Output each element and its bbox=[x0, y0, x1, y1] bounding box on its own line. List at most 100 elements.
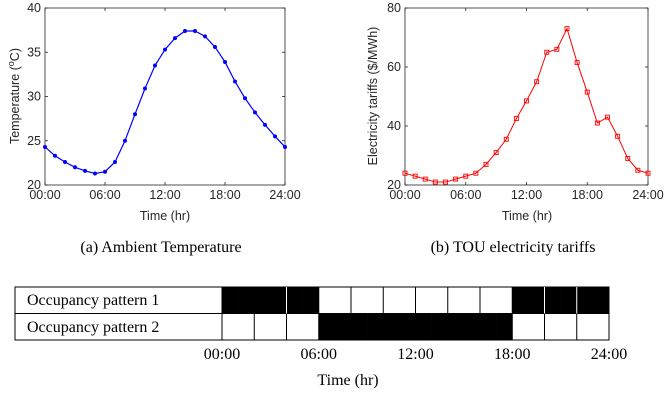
b-data-point bbox=[432, 179, 438, 185]
b-ytick-label: 20 bbox=[387, 178, 401, 192]
occupancy-xtick-label: 24:00 bbox=[591, 346, 627, 363]
a-data-point bbox=[253, 110, 257, 115]
a-xtick-label: 06:00 bbox=[89, 188, 120, 202]
occupancy-cell-occupied bbox=[463, 313, 481, 340]
occupancy-cell-occupied bbox=[286, 287, 303, 314]
a-data-point bbox=[213, 44, 217, 49]
b-xtick-label: 12:00 bbox=[511, 188, 542, 202]
occupancy-cell-occupied bbox=[222, 287, 239, 314]
temperature-caption: (a) Ambient Temperature bbox=[80, 239, 241, 256]
occupancy-cell-occupied bbox=[431, 313, 449, 340]
a-data-point bbox=[183, 29, 187, 34]
b-data-point bbox=[635, 167, 641, 173]
a-data-point bbox=[103, 169, 107, 174]
occupancy-row-label-1: Occupancy pattern 1 bbox=[27, 292, 159, 309]
a-data-point bbox=[123, 138, 127, 143]
occupancy-cell-occupied bbox=[592, 287, 610, 314]
b-ytick-label: 40 bbox=[387, 119, 401, 133]
occupancy-xtick-label: 18:00 bbox=[494, 346, 530, 363]
occupancy-cell-occupied bbox=[270, 287, 287, 314]
occupancy-cell-occupied bbox=[238, 287, 255, 314]
b-xtick-label: 00:00 bbox=[389, 188, 420, 202]
b-data-point bbox=[584, 89, 590, 95]
a-ytick-label: 30 bbox=[27, 90, 41, 104]
a-data-point bbox=[53, 153, 57, 158]
occupancy-cell-occupied bbox=[399, 313, 416, 340]
a-data-point bbox=[193, 29, 197, 34]
tariff-x-axis-label: Time (hr) bbox=[502, 209, 552, 223]
b-data-point bbox=[493, 150, 499, 156]
occupancy-xtick-label: 06:00 bbox=[301, 346, 337, 363]
tariff-caption: (b) TOU electricity tariffs bbox=[431, 239, 596, 256]
a-ytick-label: 40 bbox=[27, 1, 41, 15]
a-data-point bbox=[263, 122, 267, 127]
a-data-point bbox=[233, 79, 237, 84]
occupancy-cell-occupied bbox=[480, 313, 497, 340]
b-data-point bbox=[605, 114, 610, 120]
b-data-point bbox=[402, 170, 408, 176]
b-data-point bbox=[483, 161, 489, 167]
temperature-unit-superscript: o bbox=[6, 61, 16, 66]
tariff-y-ticks: 20 40 60 80 bbox=[387, 1, 648, 192]
occupancy-xtick-label: 00:00 bbox=[204, 346, 240, 363]
occupancy-cell-occupied bbox=[318, 313, 336, 340]
occupancy-row-label-2: Occupancy pattern 2 bbox=[27, 319, 159, 336]
a-data-point bbox=[153, 63, 157, 68]
a-data-point bbox=[163, 47, 167, 52]
tariff-markers bbox=[402, 26, 651, 185]
a-data-point bbox=[93, 171, 97, 176]
temperature-markers bbox=[43, 29, 287, 176]
a-data-point bbox=[113, 159, 117, 164]
tariff-series-line bbox=[404, 27, 649, 183]
tariff-chart: 20 40 60 80 00:00 06:00 12:00 18:00 24:00 Time … bbox=[366, 1, 664, 256]
b-data-point bbox=[412, 173, 418, 179]
occupancy-cell-occupied bbox=[544, 287, 561, 314]
occupancy-cell-occupied bbox=[302, 287, 320, 314]
tariff-y-axis-label: Electricity tariffs ($/MWh) bbox=[366, 27, 380, 166]
b-data-point bbox=[513, 116, 519, 122]
occupancy-cell-occupied bbox=[496, 313, 513, 340]
a-data-point bbox=[143, 86, 147, 91]
occupancy-cell-occupied bbox=[528, 287, 545, 314]
temperature-chart: 20 25 30 35 40 00:00 06:00 12:00 18:00 24:00 Tim… bbox=[6, 1, 301, 256]
b-data-point bbox=[574, 60, 580, 66]
b-data-point bbox=[443, 179, 448, 185]
tariff-plot-area bbox=[404, 7, 649, 186]
occupancy-cell-occupied bbox=[447, 313, 465, 340]
a-xtick-label: 18:00 bbox=[209, 188, 240, 202]
occupancy-cell-occupied bbox=[367, 313, 384, 340]
a-ytick-label: 25 bbox=[27, 134, 41, 148]
temperature-y-axis-label: Temperature (oC) bbox=[6, 48, 22, 144]
b-data-point bbox=[463, 173, 469, 179]
occupancy-chart: Occupancy pattern 1 Occupancy pattern 2 … bbox=[14, 286, 627, 389]
a-data-point bbox=[83, 168, 87, 173]
temperature-x-axis-label: Time (hr) bbox=[140, 209, 190, 223]
occupancy-cell-occupied bbox=[415, 313, 432, 340]
b-xtick-label: 06:00 bbox=[450, 188, 481, 202]
a-xtick-label: 12:00 bbox=[149, 188, 180, 202]
a-xtick-label: 00:00 bbox=[29, 188, 60, 202]
a-data-point bbox=[173, 36, 177, 41]
b-data-point bbox=[534, 79, 540, 85]
occupancy-xtick-label: 12:00 bbox=[397, 346, 433, 363]
b-data-point bbox=[615, 133, 621, 139]
a-data-point bbox=[133, 112, 137, 117]
occupancy-cell-occupied bbox=[334, 313, 352, 340]
b-data-point bbox=[564, 26, 570, 32]
a-data-point bbox=[63, 159, 67, 164]
a-xtick-label: 24:00 bbox=[269, 188, 300, 202]
a-data-point bbox=[203, 34, 207, 39]
b-ytick-label: 60 bbox=[387, 60, 401, 74]
occupancy-cell-occupied bbox=[383, 313, 400, 340]
occupancy-cell-occupied bbox=[512, 287, 529, 314]
temperature-x-ticks: 00:00 06:00 12:00 18:00 24:00 bbox=[29, 8, 301, 202]
a-data-point bbox=[73, 165, 77, 170]
b-data-point bbox=[422, 176, 428, 182]
occupancy-cell-occupied bbox=[576, 287, 594, 314]
b-data-point bbox=[473, 170, 479, 176]
b-data-point bbox=[524, 98, 529, 104]
b-data-point bbox=[625, 155, 631, 161]
a-data-point bbox=[223, 59, 227, 64]
b-xtick-label: 18:00 bbox=[572, 188, 603, 202]
